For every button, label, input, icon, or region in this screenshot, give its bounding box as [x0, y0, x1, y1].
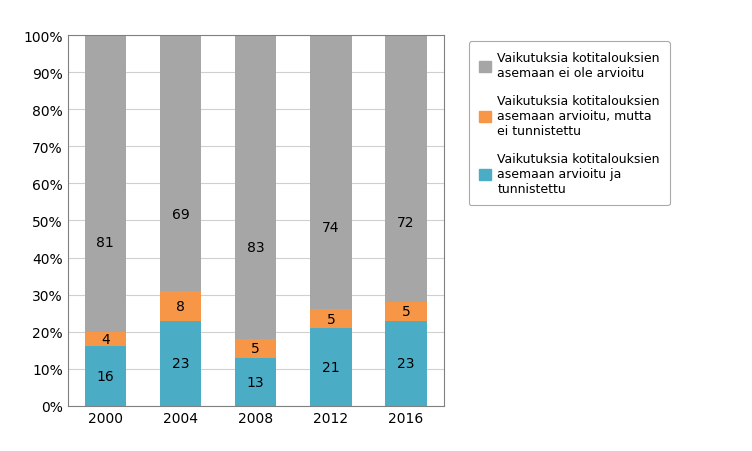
Bar: [235, 358, 277, 406]
Bar: [235, 32, 277, 339]
Text: 69: 69: [171, 208, 190, 222]
Text: 8: 8: [176, 299, 185, 313]
Bar: [385, 321, 426, 406]
Bar: [159, 36, 201, 291]
Bar: [310, 310, 351, 328]
Text: 16: 16: [96, 369, 114, 383]
Text: 23: 23: [171, 356, 190, 370]
Text: 83: 83: [247, 240, 265, 254]
Text: 21: 21: [322, 360, 340, 374]
Bar: [310, 36, 351, 310]
Bar: [385, 302, 426, 321]
Text: 23: 23: [397, 356, 415, 370]
Bar: [84, 332, 126, 347]
Text: 5: 5: [251, 341, 260, 355]
Text: 4: 4: [101, 332, 110, 346]
Bar: [235, 339, 277, 358]
Text: 13: 13: [247, 375, 265, 389]
Bar: [84, 347, 126, 406]
Bar: [385, 36, 426, 302]
Text: 5: 5: [402, 304, 411, 318]
Text: 74: 74: [322, 221, 340, 235]
Bar: [310, 328, 351, 406]
Bar: [159, 321, 201, 406]
Text: 5: 5: [326, 312, 335, 326]
Legend: Vaikutuksia kotitalouksien
asemaan ei ole arvioitu, Vaikutuksia kotitalouksien
a: Vaikutuksia kotitalouksien asemaan ei ol…: [468, 42, 670, 206]
Bar: [159, 291, 201, 321]
Text: 81: 81: [96, 235, 114, 249]
Text: 72: 72: [397, 216, 415, 230]
Bar: [84, 32, 126, 332]
